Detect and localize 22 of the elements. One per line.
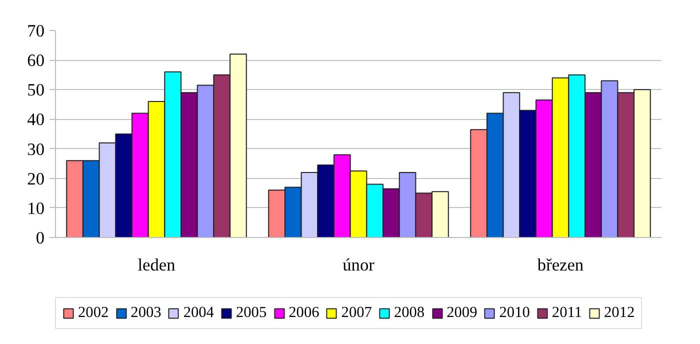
legend-label: 2008 bbox=[394, 304, 425, 322]
y-tick-label: 30 bbox=[27, 140, 44, 159]
legend-label: 2005 bbox=[236, 304, 267, 322]
legend-label: 2002 bbox=[78, 304, 109, 322]
legend-label: 2012 bbox=[604, 304, 635, 322]
legend-label: 2010 bbox=[499, 304, 530, 322]
legend-label: 2007 bbox=[341, 304, 372, 322]
legend-label: 2011 bbox=[552, 304, 582, 322]
y-tick-label: 10 bbox=[27, 198, 44, 218]
legend-label: 2009 bbox=[446, 304, 478, 322]
y-tick-label: 60 bbox=[27, 51, 44, 70]
y-tick-label: 20 bbox=[27, 169, 44, 188]
x-tick-label: březen bbox=[537, 256, 584, 274]
y-tick-label: 0 bbox=[36, 228, 45, 248]
x-tick-label: únor bbox=[342, 256, 375, 274]
y-tick-label: 40 bbox=[27, 110, 44, 130]
legend-label: 2004 bbox=[183, 304, 214, 322]
y-tick-label: 70 bbox=[27, 22, 44, 40]
y-tick-label: 50 bbox=[27, 80, 44, 100]
legend-label: 2003 bbox=[130, 304, 162, 322]
x-tick-label: leden bbox=[138, 256, 176, 274]
legend-label: 2006 bbox=[288, 304, 320, 322]
